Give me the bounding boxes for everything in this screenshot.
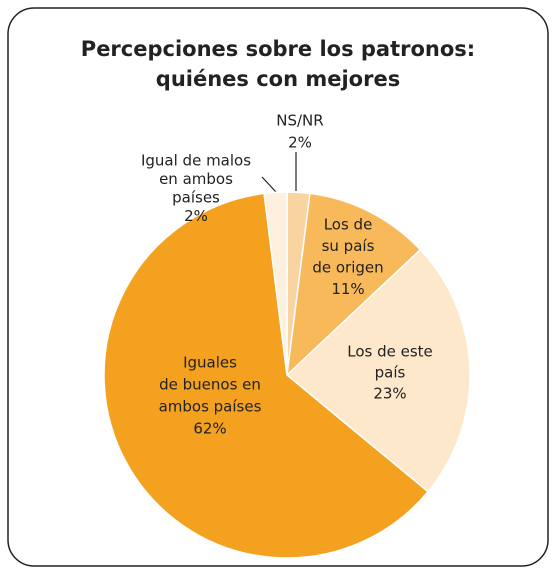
pie-slice [263, 191, 288, 376]
value-label: 11% [331, 280, 364, 298]
slice-label: Igual de malos [141, 152, 251, 170]
chart-title: Percepciones sobre los patronos: [81, 37, 475, 61]
value-label: 2% [288, 134, 312, 152]
slice-label: en ambos [159, 170, 233, 188]
leader-line [261, 176, 277, 193]
value-label: 2% [184, 207, 208, 225]
chart-title: quiénes con mejores [156, 67, 400, 91]
slice-label: NS/NR [276, 112, 323, 130]
slice-label: su país [322, 237, 375, 255]
pie-slice [103, 192, 430, 559]
pie-slice [285, 248, 471, 493]
slice-label: países [172, 189, 220, 207]
slice-label: país [375, 364, 406, 382]
slice-label: Los de [324, 216, 373, 234]
slice-label: de buenos en [159, 376, 261, 394]
pie-slice [285, 192, 422, 377]
value-label: 23% [373, 385, 406, 403]
slice-label: Iguales [183, 354, 237, 372]
slice-label: Los de este [347, 343, 433, 361]
value-label: 62% [193, 420, 226, 438]
slice-label: de origen [312, 259, 383, 277]
slice-label: ambos países [159, 398, 262, 416]
